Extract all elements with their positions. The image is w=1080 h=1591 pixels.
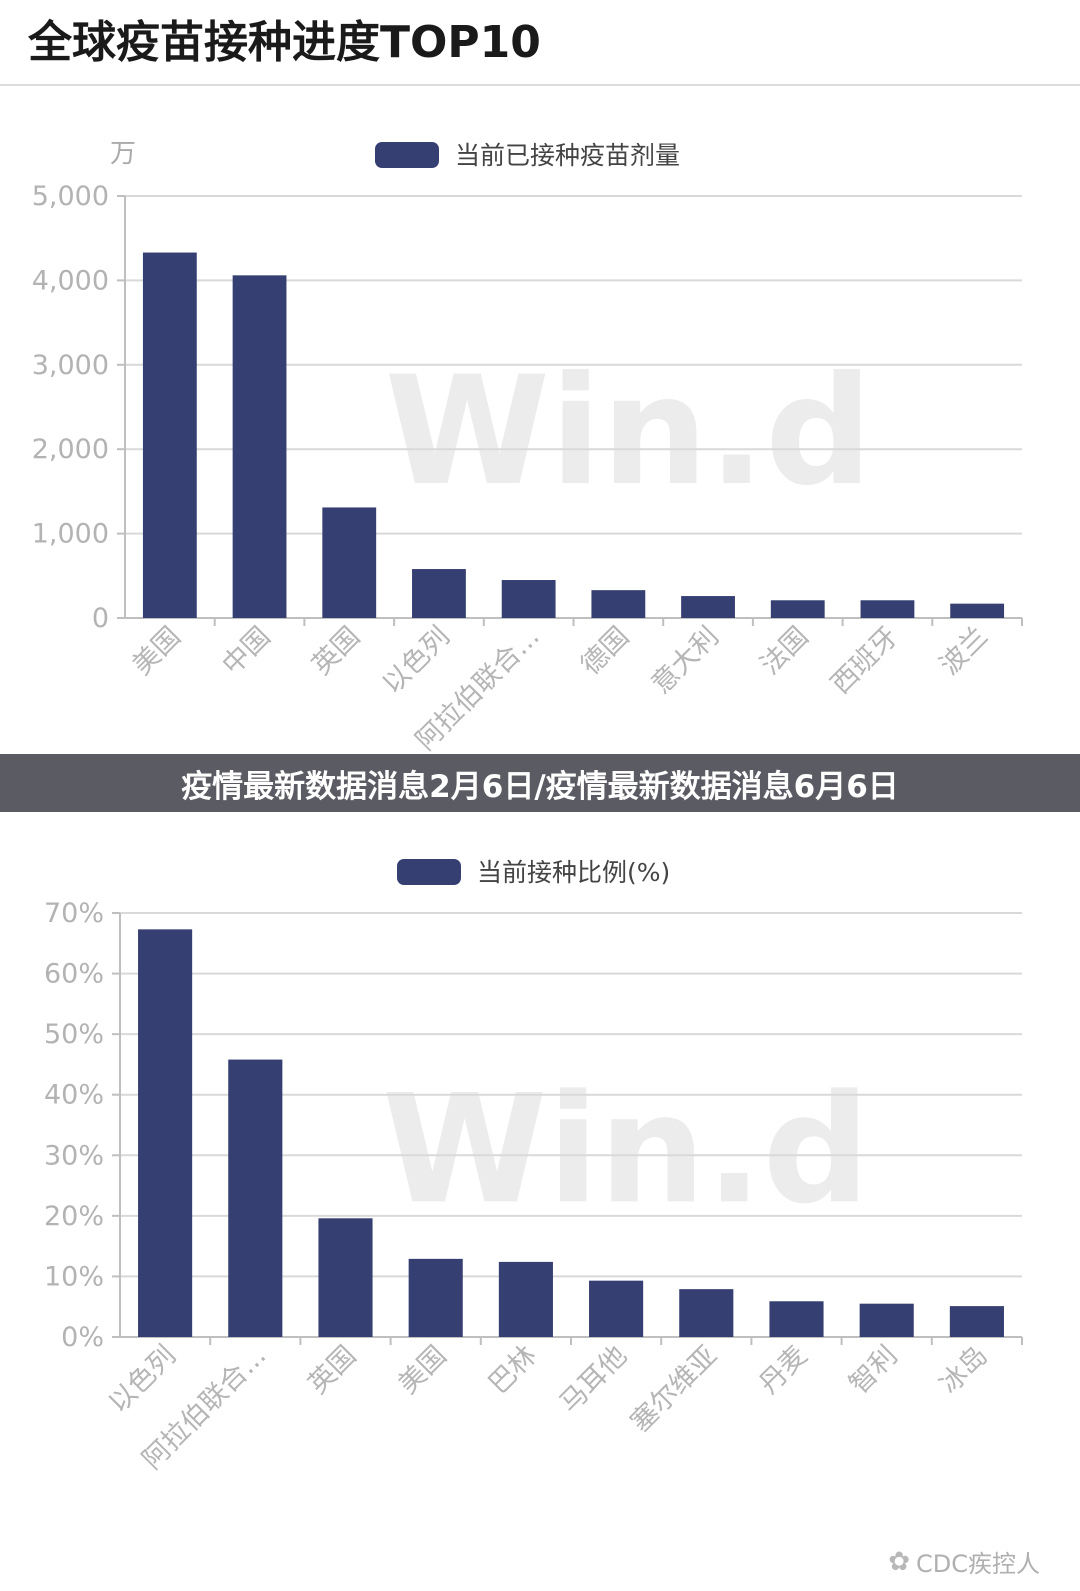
y-tick-label: 3,000 bbox=[32, 350, 109, 381]
vaccination-rate-bar-chart: Win.d 0% 10% 20% 30% 40% 50% 60% 70% 当前接种比例(%) 以色列… bbox=[44, 858, 1023, 1476]
y-tick-label: 4,000 bbox=[32, 265, 109, 296]
page-title: 全球疫苗接种进度TOP10 bbox=[28, 17, 541, 68]
bar-5 bbox=[501, 580, 556, 618]
bar-7 bbox=[679, 1289, 734, 1337]
x-category-label: 美国 bbox=[393, 1340, 453, 1400]
y-tick-label: 70% bbox=[44, 898, 104, 929]
bar-6 bbox=[589, 1280, 644, 1337]
x-category-label: 美国 bbox=[127, 621, 187, 681]
x-category-label: 巴林 bbox=[483, 1340, 543, 1400]
bar-8 bbox=[769, 1301, 824, 1337]
legend-label: 当前接种比例(%) bbox=[477, 858, 670, 887]
y-tick-label: 5,000 bbox=[32, 181, 109, 212]
x-category-label: 塞尔维亚 bbox=[625, 1340, 723, 1438]
y-tick-label: 1,000 bbox=[32, 519, 109, 550]
x-category-label: 智利 bbox=[844, 1340, 904, 1400]
y-tick-label: 10% bbox=[44, 1261, 104, 1292]
y-tick-label: 30% bbox=[44, 1140, 104, 1171]
y-tick-label: 0% bbox=[61, 1322, 104, 1353]
bar-7 bbox=[681, 596, 735, 618]
bar-5 bbox=[498, 1261, 553, 1337]
x-category-label: 以色列 bbox=[377, 621, 456, 700]
x-category-label: 马耳他 bbox=[554, 1340, 633, 1419]
bar-4 bbox=[408, 1258, 463, 1337]
y-tick-label: 20% bbox=[44, 1201, 104, 1232]
bar-8 bbox=[770, 600, 825, 618]
bar-9 bbox=[859, 1303, 914, 1337]
bar-1 bbox=[142, 252, 197, 618]
bar-3 bbox=[318, 1218, 373, 1337]
bar-6 bbox=[591, 590, 646, 618]
watermark-text: Win.d bbox=[382, 1063, 870, 1237]
source-credit: ✿ CDC疾控人 bbox=[888, 1544, 1040, 1579]
y-tick-label: 2,000 bbox=[32, 434, 109, 465]
bar-10 bbox=[949, 1306, 1004, 1337]
y-tick-label: 40% bbox=[44, 1080, 104, 1111]
legend-swatch bbox=[397, 859, 461, 885]
bar-2 bbox=[228, 1059, 283, 1337]
y-unit-label: 万 bbox=[110, 139, 136, 169]
x-category-label: 以色列 bbox=[103, 1340, 182, 1419]
x-category-label: 冰岛 bbox=[934, 1340, 994, 1400]
y-tick-label: 0 bbox=[92, 603, 109, 634]
x-category-label: 中国 bbox=[216, 621, 276, 681]
y-tick-label: 60% bbox=[44, 959, 104, 990]
x-category-label: 英国 bbox=[302, 1340, 362, 1400]
x-category-label: 英国 bbox=[306, 621, 366, 681]
wechat-icon: ✿ bbox=[888, 1546, 910, 1577]
x-category-label: 法国 bbox=[755, 621, 815, 681]
bar-9 bbox=[860, 600, 915, 618]
title-divider bbox=[0, 84, 1080, 86]
x-category-label: 西班牙 bbox=[825, 621, 904, 700]
source-credit-text: CDC疾控人 bbox=[916, 1550, 1040, 1578]
bar-4 bbox=[412, 569, 466, 618]
x-category-label: 丹麦 bbox=[753, 1340, 813, 1400]
bar-3 bbox=[322, 507, 377, 618]
y-tick-label: 50% bbox=[44, 1019, 104, 1050]
bar-10 bbox=[950, 603, 1005, 618]
watermark-text: Win.d bbox=[384, 345, 872, 519]
bar-2 bbox=[232, 275, 287, 618]
article-title-banner: 疫情最新数据消息2月6日/疫情最新数据消息6月6日 bbox=[0, 754, 1080, 812]
legend-label: 当前已接种疫苗剂量 bbox=[455, 141, 680, 170]
bar-1 bbox=[138, 929, 193, 1337]
x-category-label: 波兰 bbox=[934, 621, 994, 681]
x-category-label: 意大利 bbox=[646, 621, 725, 700]
x-category-label: 德国 bbox=[575, 621, 635, 681]
legend-swatch bbox=[375, 142, 439, 168]
